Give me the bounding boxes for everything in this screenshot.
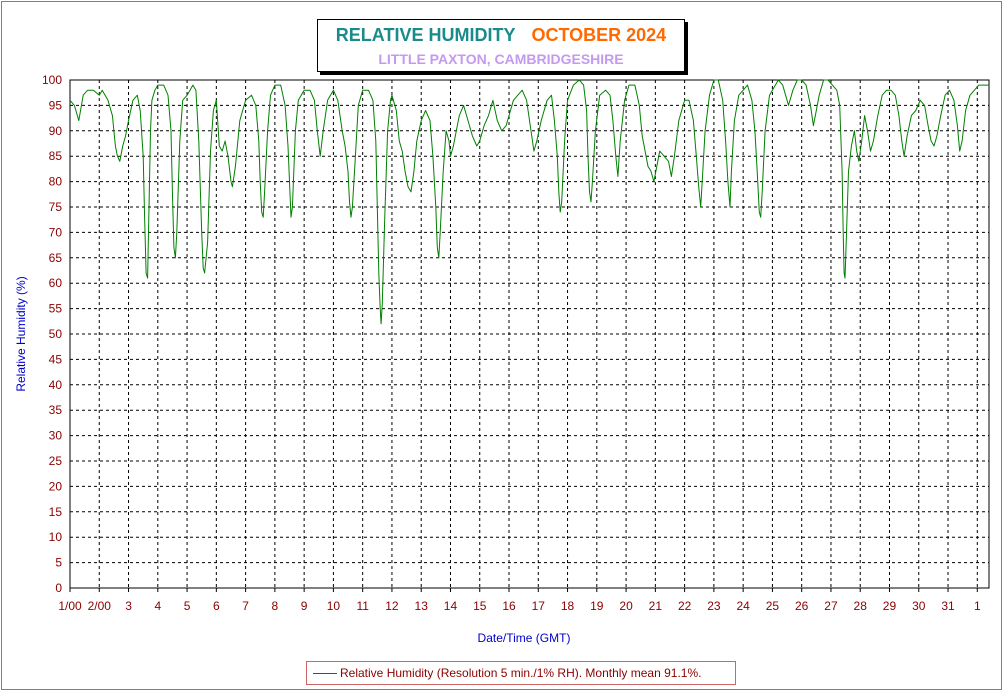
y-tick-label: 5 [55,556,62,570]
x-tick-label: 17 [532,599,546,613]
y-tick-label: 45 [49,352,63,366]
x-tick-label: 21 [649,599,663,613]
x-tick-label: 22 [678,599,692,613]
chart-title: RELATIVE HUMIDITY [335,25,516,45]
x-axis-label: Date/Time (GMT) [478,631,571,645]
x-tick-label: 28 [854,599,868,613]
legend-label: Relative Humidity (Resolution 5 min./1% … [340,666,702,680]
chart-month: OCTOBER 2024 [531,25,667,45]
y-tick-label: 100 [42,73,62,87]
x-tick-label: 13 [415,599,429,613]
y-tick-label: 55 [49,302,63,316]
x-tick-label: 18 [561,599,575,613]
x-tick-label: 7 [242,599,249,613]
x-tick-label: 14 [444,599,458,613]
y-tick-labels: 0 5 10 15 20 25 30 35 40 45 50 55 60 65 70 75 80 85 90 95 10… [42,73,62,595]
y-tick-label: 85 [49,149,63,163]
x-tick-label: 1/00 [58,599,82,613]
x-tick-label: 9 [301,599,308,613]
y-tick-label: 15 [49,505,63,519]
y-tick-label: 60 [49,276,63,290]
y-tick-label: 10 [49,530,63,544]
title-box: RELATIVE HUMIDITY OCTOBER 2024 LITTLE PAX… [317,19,685,72]
plot-border [69,79,990,589]
x-tick-label: 19 [590,599,604,613]
x-tick-label: 31 [941,599,955,613]
y-tick-label: 35 [49,403,63,417]
x-tick-label: 29 [883,599,897,613]
x-tick-label: 20 [619,599,633,613]
y-tick-label: 40 [49,378,63,392]
series-layer [69,79,989,325]
legend-swatch [313,673,337,674]
y-tick-label: 20 [49,479,63,493]
humidity-series-line [69,79,989,325]
x-tick-label: 24 [736,599,750,613]
x-tick-label: 1 [974,599,981,613]
x-tick-label: 27 [824,599,838,613]
x-tick-label: 10 [327,599,341,613]
grid-layer [69,80,989,592]
legend: Relative Humidity (Resolution 5 min./1% … [306,661,736,685]
y-tick-label: 50 [49,327,63,341]
x-tick-label: 3 [125,599,132,613]
y-tick-label: 65 [49,251,63,265]
x-tick-label: 12 [385,599,399,613]
x-tick-label: 8 [272,599,279,613]
y-tick-label: 95 [49,98,63,112]
x-tick-label: 23 [707,599,721,613]
x-tick-label: 6 [213,599,220,613]
x-tick-label: 25 [766,599,780,613]
title-line: RELATIVE HUMIDITY OCTOBER 2024 [318,25,684,46]
x-tick-label: 4 [154,599,161,613]
x-tick-label: 30 [912,599,926,613]
y-tick-label: 30 [49,429,63,443]
y-axis-label: Relative Humidity (%) [14,276,28,391]
chart-location: LITTLE PAXTON, CAMBRIDGESHIRE [378,51,624,67]
y-tick-label: 25 [49,454,63,468]
y-tick-label: 70 [49,225,63,239]
y-tick-label: 0 [55,581,62,595]
x-tick-label: 5 [184,599,191,613]
x-tick-label: 11 [356,599,369,613]
y-tick-label: 90 [49,124,63,138]
x-tick-label: 15 [473,599,487,613]
x-tick-label: 16 [502,599,516,613]
y-tick-label: 80 [49,175,63,189]
y-tick-label: 75 [49,200,63,214]
x-tick-label: 26 [795,599,809,613]
x-tick-labels: 1/00 2/00 3 4 5 6 7 8 9 10 11 12 13 14 15 16 17 18 19 20 21 2… [58,599,981,613]
x-tick-label: 2/00 [88,599,112,613]
